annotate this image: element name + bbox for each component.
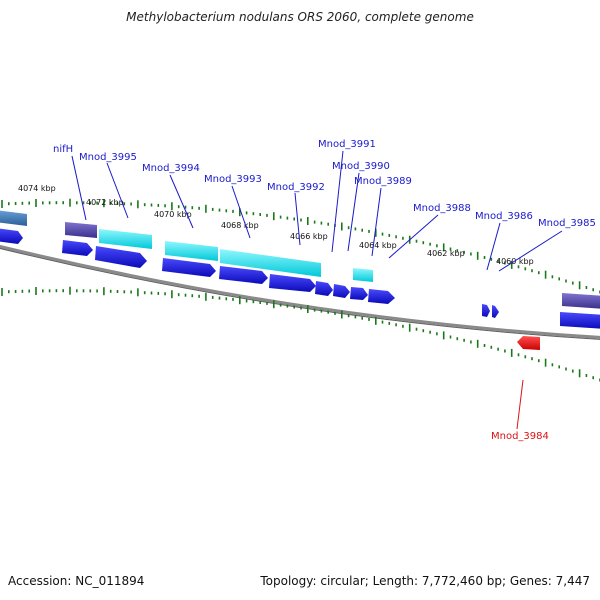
feature-row-inner: [0, 228, 600, 329]
gene-labels: nifH Mnod_3995 Mnod_3994 Mnod_3993 Mnod_…: [53, 139, 596, 442]
gene-label[interactable]: nifH: [53, 144, 73, 155]
gene-arrow[interactable]: [350, 287, 368, 300]
feature-row-outer: [0, 210, 600, 309]
gene-label[interactable]: Mnod_3994: [142, 163, 200, 174]
scale-label: 4062 kbp: [427, 249, 465, 258]
gene-arrow[interactable]: [482, 304, 490, 317]
scale-label: 4074 kbp: [18, 184, 56, 193]
gene-arrow[interactable]: [165, 241, 218, 261]
gene-arrow[interactable]: [162, 258, 216, 277]
gene-arrow[interactable]: [220, 249, 321, 277]
gene-label[interactable]: Mnod_3986: [475, 211, 533, 222]
gene-arrow[interactable]: [99, 229, 152, 249]
scale-label: 4064 kbp: [359, 241, 397, 250]
topology-text: Topology: circular; Length: 7,772,460 bp…: [260, 574, 590, 588]
scale-label: 4066 kbp: [290, 232, 328, 241]
gene-arrow[interactable]: [0, 210, 27, 226]
gene-arrow[interactable]: [353, 268, 373, 282]
gene-label[interactable]: Mnod_3993: [204, 174, 262, 185]
gene-arrow[interactable]: [492, 305, 499, 318]
gene-arrow[interactable]: [62, 240, 93, 256]
gene-arrow-reverse[interactable]: [517, 336, 540, 350]
gene-arrow[interactable]: [0, 228, 23, 244]
gene-label[interactable]: Mnod_3995: [79, 152, 137, 163]
scale-label: 4068 kbp: [221, 221, 259, 230]
genome-backbone-shade: [0, 247, 600, 340]
scale-label: 4072 kbp: [86, 198, 124, 207]
gene-arrow[interactable]: [560, 312, 600, 329]
gene-arrow[interactable]: [368, 289, 395, 304]
gene-label[interactable]: Mnod_3992: [267, 182, 325, 193]
gene-label[interactable]: Mnod_3988: [413, 203, 471, 214]
label-connector-reverse: [516, 379, 524, 430]
gene-label[interactable]: Mnod_3991: [318, 139, 376, 150]
gene-label-reverse[interactable]: Mnod_3984: [491, 431, 549, 442]
gene-arrow[interactable]: [95, 246, 147, 268]
scale-ticks-bottom: [1, 286, 600, 382]
gene-arrow[interactable]: [269, 274, 316, 292]
page-title: Methylobacterium nodulans ORS 2060, comp…: [126, 10, 474, 24]
gene-arrow[interactable]: [333, 284, 350, 298]
gene-label[interactable]: Mnod_3990: [332, 161, 390, 172]
gene-arrow[interactable]: [65, 222, 97, 238]
gene-label[interactable]: Mnod_3985: [538, 218, 596, 229]
gene-arrow[interactable]: [315, 281, 333, 296]
accession-text: Accession: NC_011894: [8, 574, 145, 588]
gene-arrow[interactable]: [219, 266, 268, 284]
scale-label: 4070 kbp: [154, 210, 192, 219]
gene-label[interactable]: Mnod_3989: [354, 176, 412, 187]
gene-arrow[interactable]: [562, 293, 600, 309]
genome-backbone: [0, 244, 600, 339]
label-connectors: [71, 150, 563, 272]
